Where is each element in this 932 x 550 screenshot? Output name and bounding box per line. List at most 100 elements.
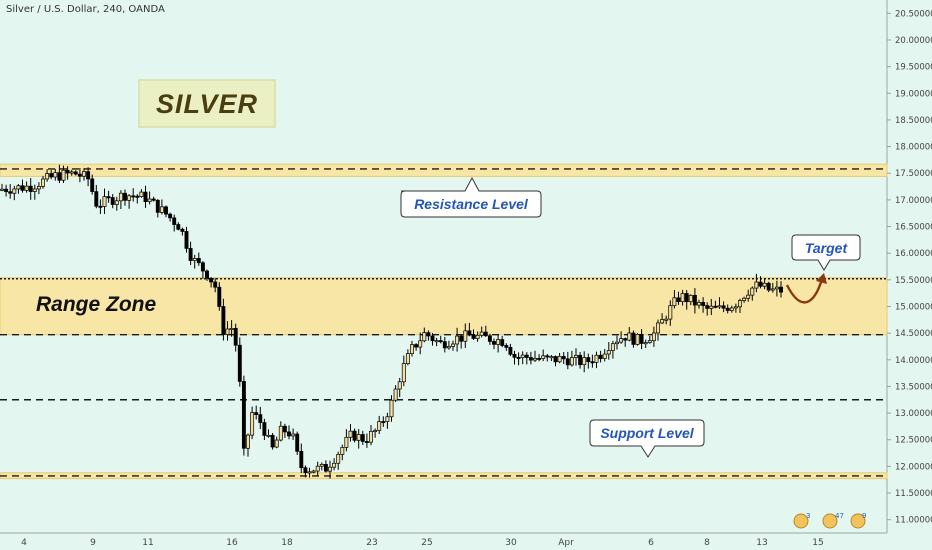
xtick-label-3: 16	[226, 538, 238, 548]
candle-4	[16, 184, 21, 194]
candle-41	[168, 212, 173, 222]
candle-body	[606, 350, 611, 355]
candle-body	[336, 454, 341, 464]
ytick-label-14: 18.00000	[895, 143, 932, 153]
candles	[0, 164, 783, 479]
candle-body	[508, 347, 513, 355]
candle-12	[49, 170, 54, 180]
candle-161	[660, 313, 665, 325]
badge-icon-3[interactable]: 9	[850, 512, 866, 529]
candle-body	[73, 171, 78, 175]
candle-body	[574, 354, 578, 358]
candle-61	[250, 406, 255, 440]
candle-body	[533, 357, 537, 361]
candle-187	[766, 281, 771, 293]
candle-body	[656, 322, 660, 334]
price-axis[interactable]: 11.00000 11.50000 12.00000 12.50000 13.00000…	[887, 9, 932, 526]
candle-178	[729, 305, 734, 313]
candle-21	[86, 167, 91, 187]
candle-body	[53, 172, 58, 178]
badge-icon-1[interactable]: 3	[793, 512, 810, 529]
ytick-label-5: 13.50000	[895, 382, 932, 392]
candle-10	[41, 175, 45, 189]
svg-text:3: 3	[806, 512, 810, 520]
xtick-label-10: 8	[704, 538, 710, 548]
candle-body	[369, 431, 373, 443]
candle-190	[779, 281, 783, 298]
ytick-label-13: 17.50000	[895, 169, 932, 179]
candle-body	[274, 439, 279, 448]
candle-124	[508, 343, 513, 357]
time-axis[interactable]: 4 9 11 16 18 23 25 30 Apr 6 8 13 15	[21, 538, 824, 548]
candle-body	[397, 381, 402, 390]
candle-body	[360, 434, 365, 442]
candle-142	[582, 351, 587, 373]
candle-83	[340, 444, 345, 461]
candle-body	[627, 332, 632, 341]
candle-body	[69, 171, 74, 174]
candle-122	[500, 335, 505, 348]
candle-143	[586, 353, 591, 369]
candle-body	[725, 307, 730, 311]
support-callout: Support Level	[589, 419, 705, 458]
candle-body	[155, 199, 160, 213]
candle-152	[623, 337, 628, 347]
candle-62	[254, 405, 259, 420]
candle-body	[188, 248, 193, 261]
candle-19	[77, 167, 82, 183]
candle-body	[237, 344, 242, 382]
candle-71	[291, 428, 296, 440]
candle-body	[299, 450, 304, 469]
candle-body	[328, 466, 332, 472]
candle-111	[455, 327, 460, 352]
candle-body	[635, 334, 640, 345]
candle-26	[106, 190, 111, 203]
candle-7	[28, 178, 33, 200]
candle-188	[770, 282, 775, 293]
candle-body	[557, 356, 562, 363]
candle-body	[98, 205, 103, 208]
candle-67	[274, 436, 279, 449]
xtick-label-6: 25	[421, 538, 432, 548]
candle-body	[291, 433, 296, 437]
xtick-label-9: 6	[648, 538, 654, 548]
candle-121	[496, 334, 501, 353]
candle-body	[389, 399, 394, 418]
candle-body	[615, 341, 619, 345]
candle-148	[606, 342, 611, 360]
candle-81	[332, 458, 337, 471]
candle-59	[241, 375, 246, 456]
candle-body	[701, 302, 706, 306]
candle-165	[676, 291, 681, 305]
candle-64	[262, 418, 267, 440]
candle-29	[118, 190, 123, 210]
candle-body	[82, 171, 86, 177]
candle-body	[180, 228, 185, 232]
candle-138	[565, 351, 570, 370]
xtick-label-1: 9	[90, 538, 96, 548]
candle-body	[496, 339, 501, 345]
candle-body	[254, 412, 259, 415]
xtick-label-7: 30	[505, 538, 517, 548]
candle-85	[348, 424, 353, 442]
candle-66	[270, 432, 275, 450]
badge-icon-2[interactable]: 47	[822, 512, 844, 529]
candle-body	[438, 340, 443, 343]
candle-body	[471, 334, 476, 339]
candle-body	[114, 200, 119, 205]
candle-body	[479, 331, 484, 336]
candle-body	[467, 330, 472, 336]
candle-6	[24, 181, 29, 193]
candle-body	[729, 307, 734, 311]
candle-body	[200, 262, 205, 272]
candle-body	[225, 328, 230, 335]
candle-body	[102, 196, 107, 207]
candle-181	[742, 296, 747, 303]
candle-105	[430, 333, 435, 346]
candle-body	[582, 357, 587, 366]
candle-body	[758, 281, 763, 287]
candle-32	[131, 188, 136, 202]
candle-158	[647, 335, 652, 344]
candle-body	[340, 447, 345, 455]
